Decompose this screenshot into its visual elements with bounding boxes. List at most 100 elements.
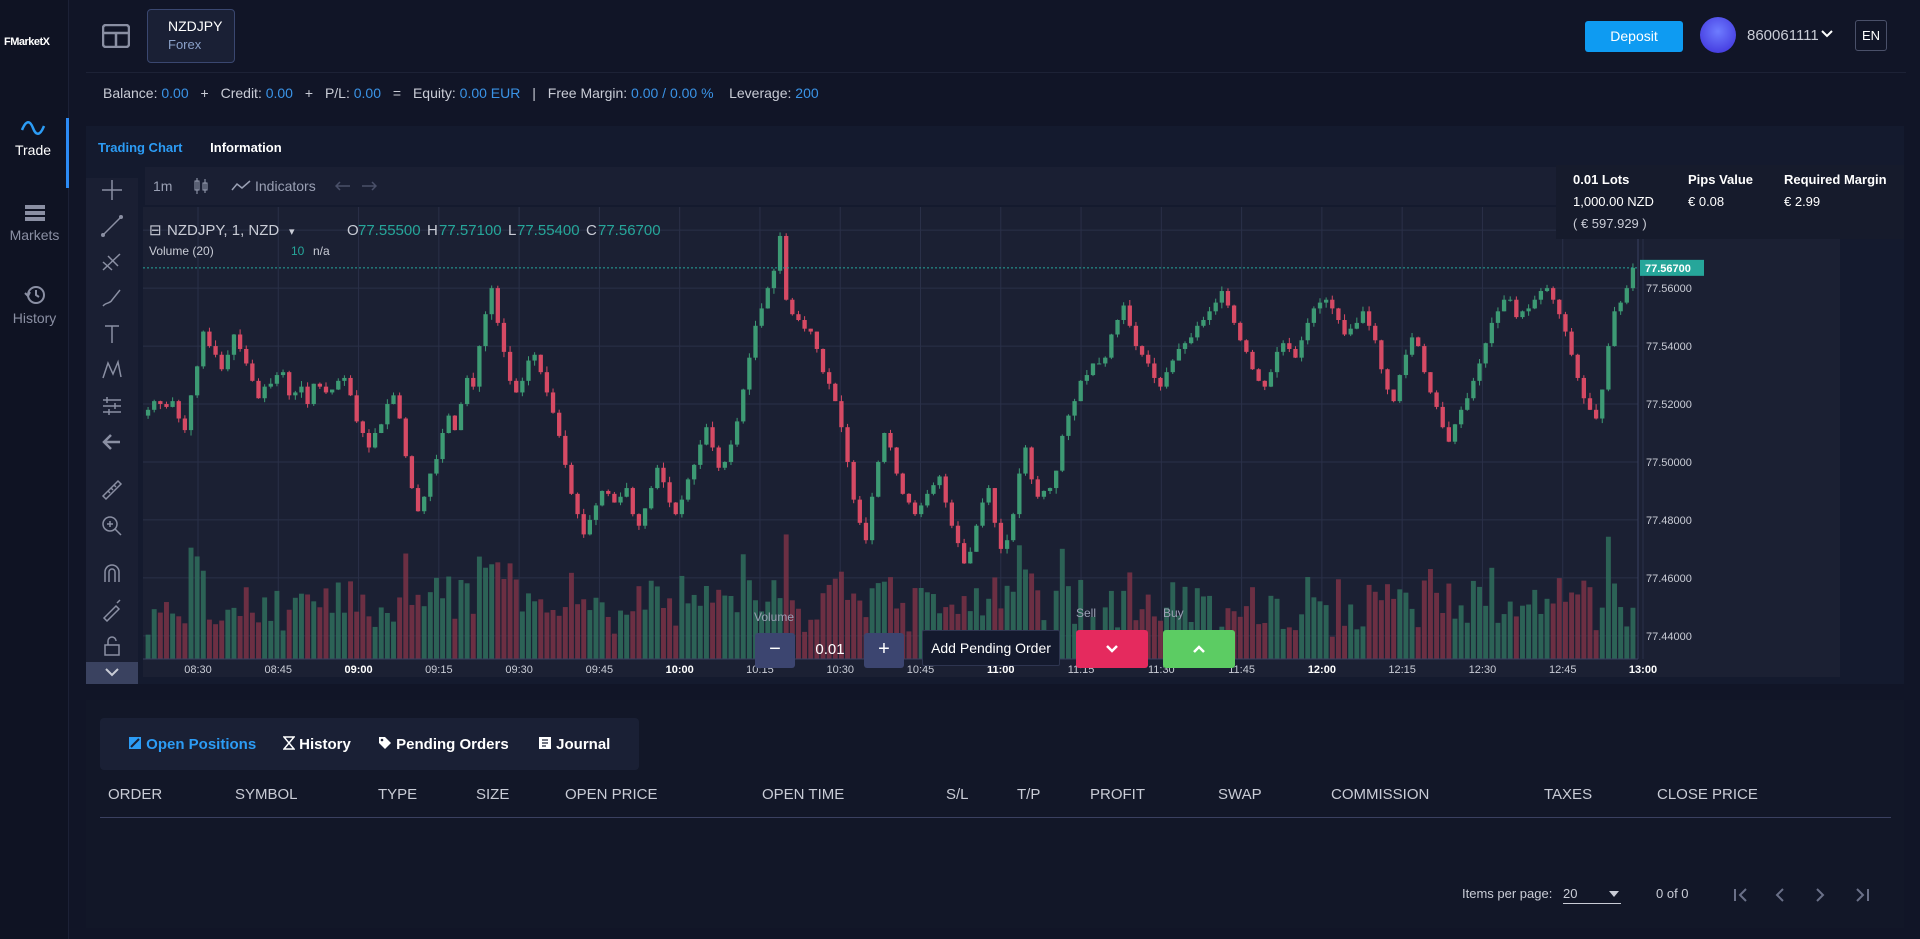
first-page-icon[interactable] — [1733, 888, 1749, 902]
volume-input[interactable]: 0.01 — [815, 641, 845, 658]
volume-bar — [618, 610, 623, 659]
column-header[interactable]: TAXES — [1544, 786, 1593, 803]
tab-open-positions-label: Open Positions — [146, 736, 257, 753]
previous-page-icon[interactable] — [1774, 888, 1786, 902]
volume-bar — [151, 609, 157, 659]
price-chart[interactable]: 08:30 08:45 09:00 09:15 09:30 09:45 10:00 10:15… — [143, 207, 1840, 677]
column-header[interactable]: SIZE — [476, 786, 510, 803]
pattern-icon[interactable] — [100, 358, 124, 382]
volume-bar — [845, 599, 851, 659]
unlock-icon[interactable] — [100, 634, 124, 658]
indicators-button[interactable]: Indicators — [255, 178, 316, 194]
volume-bar — [1108, 590, 1114, 659]
volume-bar — [986, 598, 992, 659]
column-header[interactable]: CLOSE PRICE — [1657, 786, 1758, 803]
volume-bar — [1023, 569, 1028, 659]
deposit-button[interactable]: Deposit — [1585, 21, 1683, 52]
volume-bar — [900, 602, 906, 659]
volume-bar — [256, 622, 261, 659]
buy-button[interactable] — [1163, 630, 1235, 668]
x-tick-label: 09:30 — [505, 664, 533, 676]
x-tick-label: 12:00 — [1308, 664, 1336, 676]
back-arrow-icon[interactable] — [100, 430, 124, 454]
candle — [1115, 319, 1120, 338]
column-header[interactable]: SYMBOL — [235, 786, 298, 803]
volume-bar — [433, 577, 439, 659]
candle — [1084, 370, 1089, 385]
volume-bar — [1575, 594, 1581, 659]
last-page-icon[interactable] — [1854, 888, 1870, 902]
next-page-icon[interactable] — [1814, 888, 1826, 902]
interval-button[interactable]: 1m — [153, 178, 173, 194]
volume-plus-button[interactable]: + — [864, 633, 904, 668]
sell-button[interactable] — [1076, 630, 1148, 668]
candle — [1256, 368, 1261, 382]
volume-bar — [526, 593, 531, 659]
tab-history[interactable]: History — [282, 736, 351, 753]
tab-journal[interactable]: Journal — [538, 736, 610, 753]
redo-icon[interactable] — [361, 179, 377, 193]
column-header[interactable]: PROFIT — [1090, 786, 1145, 803]
lock-drawing-icon[interactable] — [100, 598, 124, 622]
x-tick-label: 09:00 — [344, 664, 372, 676]
add-pending-order-button[interactable]: Add Pending Order — [922, 630, 1060, 666]
trendline-icon[interactable] — [100, 214, 124, 238]
nav-markets[interactable]: Markets — [0, 203, 69, 273]
nav-trade[interactable]: Trade — [0, 118, 69, 188]
candle — [323, 382, 329, 394]
volume-bar — [851, 593, 857, 659]
undo-icon[interactable] — [335, 179, 351, 193]
language-selector[interactable]: EN — [1855, 20, 1887, 51]
history-icon — [23, 286, 45, 304]
y-tick-label: 77.46000 — [1646, 573, 1692, 585]
column-header[interactable]: S/L — [946, 786, 969, 803]
symbol-tab[interactable]: NZDJPY Forex — [147, 9, 235, 63]
layout-toggle-icon[interactable] — [102, 24, 130, 48]
magnet-icon[interactable] — [100, 562, 124, 586]
candle — [1483, 342, 1488, 368]
crosshair-icon[interactable] — [100, 178, 124, 202]
fork-icon[interactable] — [100, 250, 124, 274]
legend-title[interactable]: NZDJPY, 1, NZD — [167, 222, 279, 239]
brush-icon[interactable] — [100, 286, 124, 310]
chevron-down-icon[interactable] — [1820, 27, 1834, 41]
prediction-icon[interactable] — [100, 394, 124, 418]
tab-pending-orders[interactable]: Pending Orders — [378, 736, 509, 753]
candle — [1158, 376, 1163, 391]
text-icon[interactable] — [100, 322, 124, 346]
candle — [1164, 367, 1169, 389]
nav-history[interactable]: History — [0, 284, 69, 354]
volume-bar — [427, 592, 433, 659]
volume-bar — [360, 594, 366, 659]
volume-bar — [1538, 613, 1544, 659]
tab-open-positions[interactable]: Open Positions — [128, 736, 256, 753]
zoom-in-icon[interactable] — [100, 514, 124, 538]
toolbar-collapse[interactable] — [86, 662, 138, 684]
column-header[interactable]: SWAP — [1218, 786, 1262, 803]
column-header[interactable]: ORDER — [108, 786, 163, 803]
candle — [1403, 349, 1409, 379]
column-header[interactable]: OPEN PRICE — [565, 786, 658, 803]
ruler-icon[interactable] — [100, 478, 124, 502]
volume-indicator-label[interactable]: Volume (20) — [149, 244, 214, 258]
account-number[interactable]: 860061111 — [1747, 27, 1819, 44]
x-tick-label: 11:45 — [1228, 664, 1255, 676]
volume-bar — [802, 631, 808, 659]
candle — [1029, 446, 1034, 484]
column-header[interactable]: OPEN TIME — [762, 786, 845, 803]
column-header[interactable]: TYPE — [378, 786, 418, 803]
column-header[interactable]: COMMISSION — [1331, 786, 1430, 803]
volume-minus-button[interactable]: − — [755, 633, 795, 668]
indicators-icon[interactable] — [231, 180, 251, 192]
volume-indicator-na: n/a — [313, 244, 330, 258]
candle — [1244, 339, 1249, 354]
avatar[interactable] — [1700, 17, 1736, 53]
candle-type-icon[interactable] — [193, 177, 209, 195]
tab-information[interactable]: Information — [210, 140, 282, 155]
candle — [771, 268, 777, 294]
column-header[interactable]: T/P — [1017, 786, 1041, 803]
items-per-page-select[interactable]: 20 — [1563, 886, 1621, 904]
tab-trading-chart[interactable]: Trading Chart — [98, 140, 183, 155]
candle — [158, 400, 163, 410]
chevron-down-icon[interactable]: ▾ — [289, 226, 295, 238]
